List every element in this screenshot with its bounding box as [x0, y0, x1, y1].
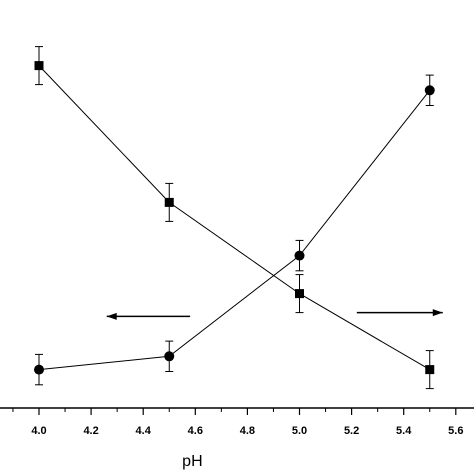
series-line — [38, 89, 431, 371]
x-tick-label: 5.0 — [292, 425, 307, 437]
data-point-square — [164, 197, 174, 207]
x-tick-label: 5.6 — [448, 425, 463, 437]
x-axis-title: pH — [182, 453, 202, 470]
data-point-square — [34, 61, 44, 71]
arrow-left-head — [106, 312, 117, 320]
data-point-circle — [164, 351, 175, 362]
x-tick-label: 5.2 — [344, 425, 359, 437]
data-point-square — [295, 289, 304, 299]
x-tick-label: 4.4 — [136, 425, 152, 437]
x-tick-label: 4.2 — [83, 425, 98, 437]
x-tick-label: 4.6 — [188, 425, 203, 437]
series-line — [38, 65, 431, 371]
axes: 4.0 4.2 4.4 4.6 4.8 5.0 5.2 5.4 5.6 — [0, 407, 474, 437]
annotation-layer — [106, 309, 443, 320]
data-point-circle — [34, 364, 44, 375]
data-point-circle — [294, 250, 305, 261]
series-layer — [34, 46, 435, 390]
x-tick-label: 4.0 — [31, 425, 46, 437]
x-tick-label: 5.4 — [396, 425, 412, 437]
x-tick-label: 4.8 — [240, 425, 255, 437]
data-point-circle — [424, 85, 435, 96]
series-circle — [34, 74, 435, 386]
data-point-square — [425, 365, 435, 375]
arrow-right-head — [432, 309, 443, 317]
series-square — [34, 46, 435, 390]
